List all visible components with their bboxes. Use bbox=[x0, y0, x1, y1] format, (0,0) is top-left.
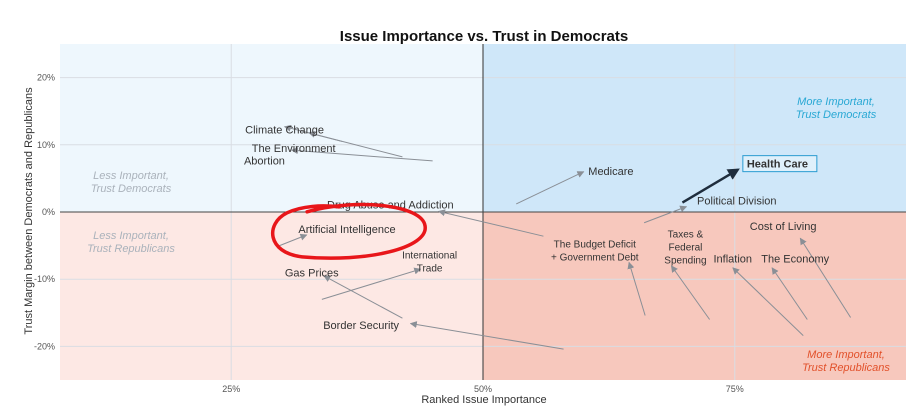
y-tick-label: -20% bbox=[34, 341, 55, 351]
trend-arrow bbox=[438, 209, 544, 237]
trend-arrow bbox=[516, 171, 585, 205]
y-tick-label: 10% bbox=[37, 140, 55, 150]
trend-arrow bbox=[279, 233, 308, 247]
y-axis-title: Trust Margin between Democrats and Repub… bbox=[23, 87, 35, 335]
y-tick-label: -10% bbox=[34, 274, 55, 284]
point-label-the-economy: The Economy bbox=[761, 253, 829, 265]
quadrant-bg-bottom-left bbox=[60, 212, 483, 380]
point-label-gas-prices: Gas Prices bbox=[285, 268, 339, 280]
x-tick-label: 25% bbox=[222, 384, 240, 394]
quadrant-label-less-important-trust-democrats: Less Important, Trust Democrats bbox=[91, 170, 172, 195]
point-label-the-budget-deficit-government-debt: The Budget Deficit + Government Debt bbox=[551, 240, 639, 264]
trend-arrow bbox=[323, 275, 403, 319]
point-label-international-trade: International Trade bbox=[402, 250, 457, 274]
trend-arrow bbox=[643, 205, 688, 224]
health-care-label-box bbox=[742, 155, 818, 173]
point-label-political-division: Political Division bbox=[697, 196, 776, 208]
x-axis-title: Ranked Issue Importance bbox=[421, 394, 546, 406]
trend-arrow bbox=[681, 168, 740, 204]
point-label-cost-of-living: Cost of Living bbox=[750, 221, 817, 233]
trend-arrow bbox=[321, 267, 422, 300]
quadrant-label-less-important-trust-republicans: Less Important, Trust Republicans bbox=[87, 230, 175, 255]
point-label-taxes-federal-spending: Taxes & Federal Spending bbox=[664, 230, 706, 267]
trend-arrow bbox=[732, 267, 804, 337]
point-label-medicare: Medicare bbox=[588, 166, 633, 178]
trend-arrow bbox=[308, 130, 403, 158]
quadrant-bg-top-left bbox=[60, 44, 483, 212]
highlight-circle-artificial-intelligence bbox=[270, 202, 427, 260]
point-label-border-security: Border Security bbox=[323, 320, 399, 332]
quadrant-bg-bottom-right bbox=[483, 212, 906, 380]
point-label-the-environment: The Environment bbox=[252, 143, 336, 155]
trend-arrow bbox=[290, 147, 433, 162]
trend-arrow bbox=[670, 265, 711, 320]
trend-arrow bbox=[771, 267, 808, 320]
point-label-inflation: Inflation bbox=[714, 253, 753, 265]
trend-arrow bbox=[409, 321, 564, 350]
quadrant-bg-top-right bbox=[483, 44, 906, 212]
x-tick-label: 50% bbox=[474, 384, 492, 394]
y-tick-label: 0% bbox=[42, 207, 55, 217]
x-tick-label: 75% bbox=[726, 384, 744, 394]
trend-arrow bbox=[799, 237, 852, 318]
trend-arrow bbox=[627, 261, 646, 316]
point-label-artificial-intelligence: Artificial Intelligence bbox=[298, 224, 395, 236]
y-tick-label: 20% bbox=[37, 73, 55, 83]
quadrant-label-more-important-trust-democrats: More Important, Trust Democrats bbox=[796, 96, 877, 121]
quadrant-label-more-important-trust-republicans: More Important, Trust Republicans bbox=[802, 349, 890, 374]
point-label-abortion: Abortion bbox=[244, 155, 285, 167]
chart-title: Issue Importance vs. Trust in Democrats bbox=[340, 28, 628, 45]
point-label-climate-change: Climate Change bbox=[245, 124, 324, 136]
point-label-health-care: Health Care bbox=[747, 159, 808, 171]
